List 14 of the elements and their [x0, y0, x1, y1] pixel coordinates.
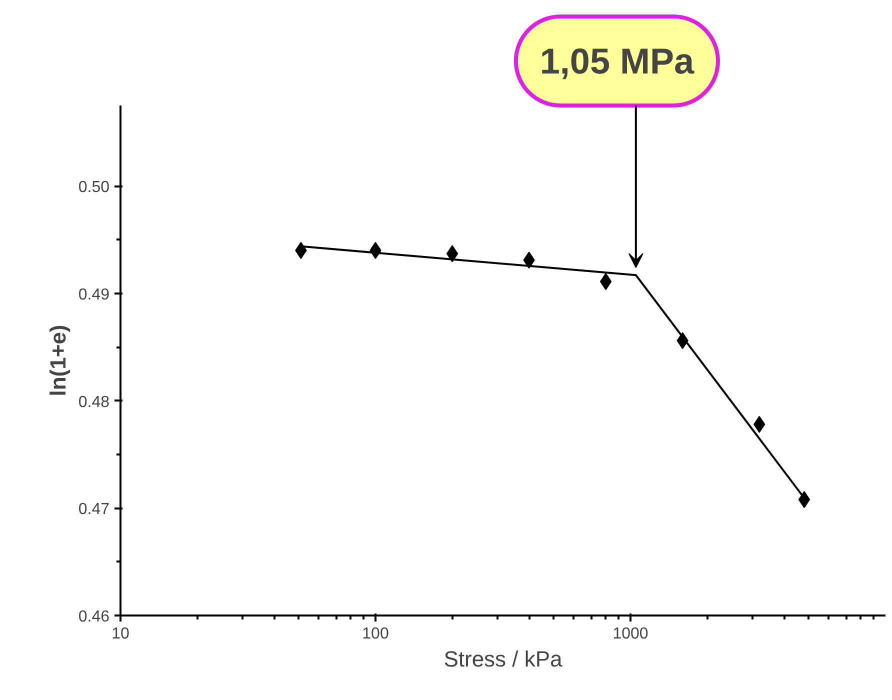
y-tick-label: 0.49	[78, 286, 110, 304]
y-axis-title: ln(1+e)	[45, 324, 70, 396]
x-tick-label: 100	[362, 626, 389, 642]
y-tick-label: 0.48	[78, 394, 110, 411]
y-tick-label: 0.47	[78, 501, 110, 518]
x-tick-label: 10	[112, 626, 130, 642]
x-tick-label: 1000	[612, 626, 648, 642]
y-tick-label: 0.46	[78, 608, 110, 626]
point	[600, 273, 612, 290]
y-tick-label: 0.50	[78, 179, 110, 196]
point	[753, 416, 766, 433]
annotation: 1,05 MPa	[540, 40, 695, 82]
point	[446, 245, 458, 262]
x-axis-title: Stress / kPa	[444, 646, 564, 672]
